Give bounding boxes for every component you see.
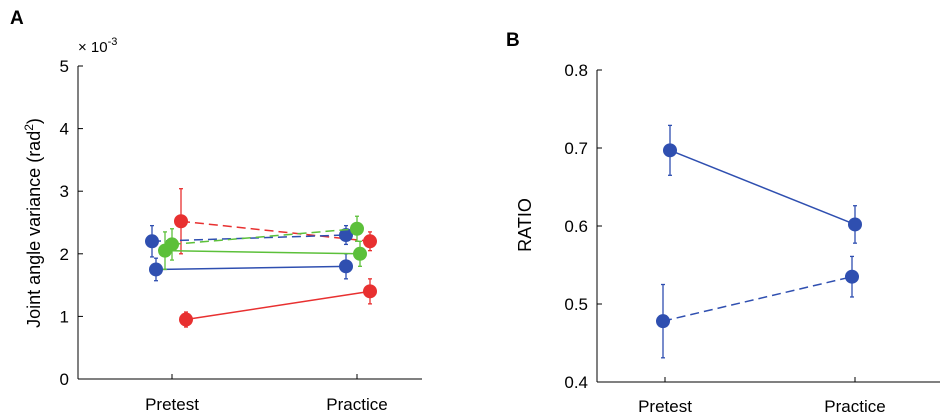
y-tick-label: 3 [60,182,69,201]
series-line [662,275,853,322]
x-tick-label: Pretest [638,397,692,416]
y-tick-label: 4 [60,120,69,139]
data-point [149,262,163,277]
series-line [151,234,347,243]
series-line [155,265,347,271]
y-tick-label: 0 [60,370,69,389]
data-point [179,312,193,327]
y-axis-label-a-text: Joint angle variance (rad [24,131,44,328]
plot-area-b [656,124,862,359]
y-tick-label: 0.6 [564,217,588,236]
plot-area-a [145,188,377,328]
series-1 [179,278,377,328]
series-5 [158,231,367,271]
panel-a: A × 10-3 Joint angle variance (rad2) 012… [10,8,422,414]
data-point [663,143,677,158]
data-point [656,314,670,329]
series-line [669,149,856,226]
data-point [339,228,353,243]
panel-label-a: A [10,8,24,29]
y-axis-b: 0.4 0.5 0.6 0.7 0.8 [564,61,602,392]
data-point [848,217,862,232]
y-multiplier-prefix: × 10 [78,39,108,56]
y-tick-label: 5 [60,57,69,76]
data-point [353,246,367,261]
y-axis-label-a-superscript: 2 [22,124,36,131]
y-ticks-b: 0.4 0.5 0.6 0.7 0.8 [564,61,602,392]
y-axis-label-b: RATIO [515,198,535,252]
data-point [363,284,377,299]
series-line [171,228,358,246]
x-axis-b: Pretest Practice [597,377,940,416]
series-2 [145,224,353,258]
x-tick-label: Practice [326,395,387,414]
series-line [180,220,371,243]
x-tick-label: Practice [824,397,885,416]
y-tick-label: 0.7 [564,139,588,158]
data-point [158,243,172,258]
data-point [350,221,364,236]
series-0 [174,188,377,255]
x-axis-a: Pretest Practice [78,374,422,414]
x-ticks-a: Pretest Practice [145,374,388,414]
y-tick-label: 0.8 [564,61,588,80]
data-point [845,269,859,284]
y-tick-label: 1 [60,307,69,326]
y-tick-label: 2 [60,245,69,264]
y-axis-a: 0 1 2 3 4 5 [60,57,83,389]
series-line [164,249,361,255]
y-multiplier-a: × 10-3 [78,36,117,56]
y-axis-label-a-close: ) [24,118,44,124]
panel-label-b: B [506,30,520,51]
y-tick-label: 0.5 [564,295,588,314]
y-multiplier-exponent: -3 [108,36,118,48]
panel-b: B RATIO 0.4 0.5 0.6 0.7 0.8 Pretest Practice [506,30,940,416]
data-point [363,234,377,249]
y-axis-label-a: Joint angle variance (rad2) [22,118,44,328]
y-tick-label: 0.4 [564,373,588,392]
y-ticks-a: 0 1 2 3 4 5 [60,57,83,389]
data-point [174,214,188,229]
data-point [339,259,353,274]
series-1 [656,255,859,359]
series-0 [663,124,862,244]
data-point [145,234,159,249]
series-3 [149,253,353,282]
x-ticks-b: Pretest Practice [638,377,886,416]
x-tick-label: Pretest [145,395,199,414]
series-line [185,290,371,321]
